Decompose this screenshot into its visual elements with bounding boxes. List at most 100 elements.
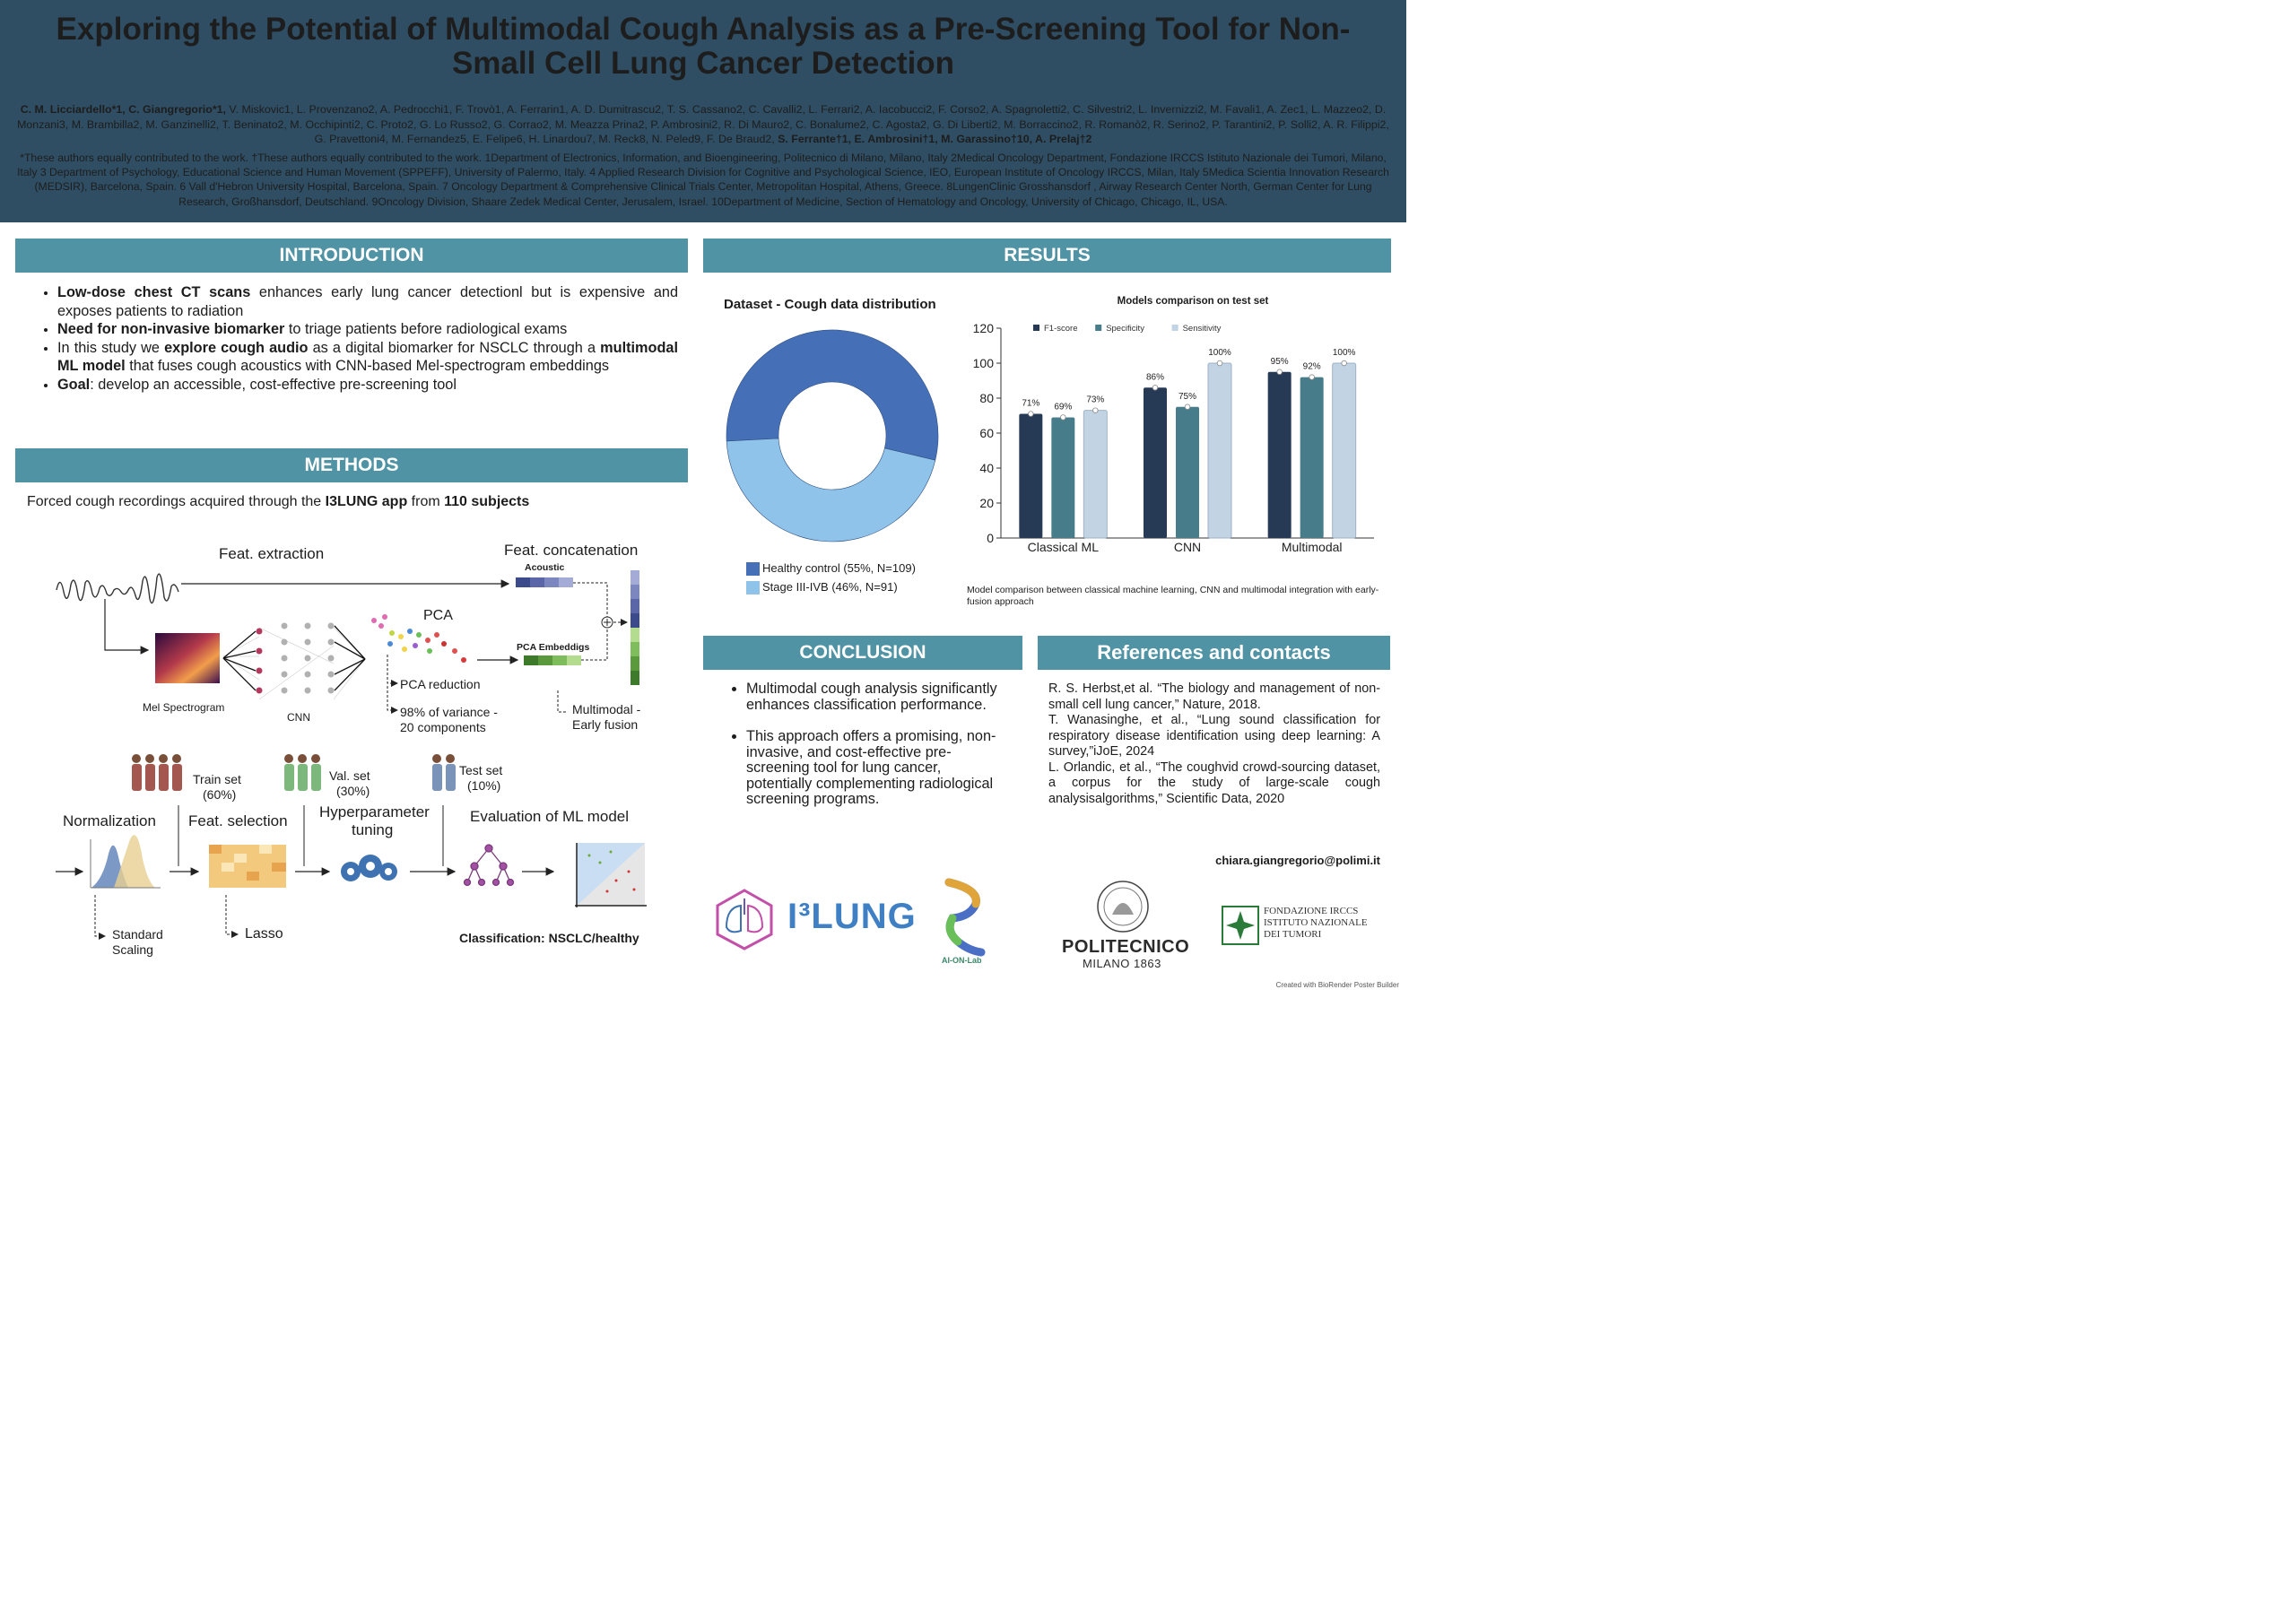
bar-cap-dot — [1184, 404, 1191, 410]
donut-chart-title: Dataset - Cough data distribution — [724, 297, 936, 312]
intro-bullet: Need for non-invasive biomarker to triag… — [57, 320, 678, 339]
int-tumori-logo-icon — [1222, 906, 1259, 945]
poster-title: Exploring the Potential of Multimodal Co… — [56, 12, 1351, 81]
intro-b2-bold: Need for non-invasive biomarker — [57, 321, 285, 337]
y-tick-label: 60 — [979, 426, 994, 440]
i3lung-lungs-logo-icon — [716, 889, 773, 950]
pca-embedding-vector — [524, 655, 581, 665]
bar-value-label: 100% — [1208, 348, 1231, 358]
i3lung-logo-text: I³LUNG — [787, 897, 917, 936]
intro-bullet: In this study we explore cough audio as … — [57, 339, 678, 376]
results-banner: RESULTS — [703, 239, 1391, 273]
bar-value-label: 73% — [1086, 395, 1104, 405]
y-tick-label: 80 — [979, 391, 994, 405]
methods-lead-app: I3LUNG app — [325, 494, 408, 509]
polimi-logo-line1: POLITECNICO — [1062, 937, 1190, 957]
contact-email[interactable]: chiara.giangregorio@polimi.it — [1215, 854, 1380, 867]
references-list: R. S. Herbst,et al. “The biology and man… — [1048, 681, 1380, 807]
feat-selection-label: Feat. selection — [188, 812, 288, 829]
cnn-label: CNN — [287, 711, 310, 724]
methods-lead: Forced cough recordings acquired through… — [27, 494, 529, 510]
classification-plot-icon — [575, 843, 647, 907]
pca-label: PCA — [423, 608, 453, 623]
bar-cap-dot — [1276, 369, 1283, 375]
bar-sensitivity — [1207, 362, 1232, 539]
methods-pipeline-diagram — [56, 570, 647, 940]
introduction-list: Low-dose chest CT scans enhances early l… — [34, 283, 678, 394]
gears-icon — [341, 855, 397, 881]
concatenated-vector — [631, 570, 639, 685]
methods-lead-a: Forced cough recordings acquired through… — [27, 494, 326, 509]
train-set-label-1: Train set — [193, 772, 241, 786]
bar-specificity — [1051, 417, 1075, 538]
x-category-label: CNN — [1174, 540, 1201, 554]
multimodal-label-2: Early fusion — [572, 717, 639, 732]
mel-spectrogram-label: Mel Spectrogram — [143, 701, 225, 714]
test-set-label-2: (10%) — [467, 778, 501, 793]
hyperparameter-label-2: tuning — [352, 821, 394, 838]
variance-label-1: 98% of variance - — [400, 705, 498, 719]
legend-label-healthy: Healthy control (55%, N=109) — [762, 561, 916, 575]
y-tick-label: 20 — [979, 496, 994, 510]
int-line3: DEI TUMORI — [1264, 929, 1322, 940]
normalization-histogram-icon — [90, 835, 161, 889]
methods-banner: METHODS — [15, 448, 688, 482]
int-line1: FONDAZIONE IRCCS — [1264, 906, 1359, 916]
y-tick-label: 100 — [973, 356, 995, 370]
test-set-label-1: Test set — [459, 763, 503, 777]
bar-value-label: 100% — [1333, 348, 1356, 358]
bar-sensitivity — [1332, 362, 1357, 539]
references-banner: References and contacts — [1038, 636, 1390, 670]
pca-scatter-icon — [371, 614, 466, 663]
donut-slice-1 — [726, 438, 936, 542]
test-set-people-icon — [432, 754, 456, 791]
polimi-seal-icon — [1097, 881, 1149, 933]
bar-cap-dot — [1152, 385, 1159, 391]
intro-b1-text: enhances early lung cancer detectionl bu… — [57, 284, 679, 319]
bar-specificity — [1176, 406, 1199, 538]
legend-swatch-stage — [746, 581, 760, 595]
legend-swatch-healthy — [746, 562, 760, 576]
methods-lead-subjects: 110 subjects — [444, 494, 530, 509]
legend-label-stage: Stage III-IVB (46%, N=91) — [762, 580, 898, 594]
lasso-label: Lasso — [245, 926, 283, 942]
bar-f1-score — [1144, 387, 1167, 538]
val-set-label-1: Val. set — [329, 768, 370, 783]
feat-extraction-label: Feat. extraction — [219, 545, 325, 562]
bar-cap-dot — [1028, 411, 1034, 417]
feat-concatenation-label: Feat. concatenation — [504, 542, 639, 559]
train-set-label-2: (60%) — [203, 787, 237, 802]
evaluation-label: Evaluation of ML model — [470, 808, 630, 825]
intro-b3-b: as a digital biomarker for NSCLC through… — [308, 339, 601, 356]
pca-embeddings-label: PCA Embeddigs — [517, 642, 590, 653]
intro-b3-c: that fuses cough acoustics with CNN-base… — [125, 358, 610, 374]
ai-on-lab-logo-text: AI-ON-Lab — [942, 956, 982, 965]
authors-tail: S. Ferrante†1, E. Ambrosini†1, M. Garass… — [778, 133, 1092, 145]
multimodal-label-1: Multimodal - — [572, 702, 641, 716]
train-set-people-icon — [132, 754, 182, 791]
reference-item: T. Wanasinghe, et al., “Lung sound class… — [1048, 713, 1380, 759]
bar-value-label: 75% — [1178, 392, 1196, 402]
bar-specificity — [1300, 377, 1324, 538]
intro-bullet: Low-dose chest CT scans enhances early l… — [57, 283, 678, 320]
waveform-icon — [56, 573, 179, 604]
conclusion-bullet: This approach offers a promising, non-in… — [746, 728, 1008, 808]
bar-value-label: 71% — [1022, 399, 1039, 409]
intro-b3-bold2: multimodal ML model — [57, 339, 678, 375]
bar-f1-score — [1267, 371, 1292, 538]
intro-b3-bold1: explore cough audio — [164, 339, 309, 356]
int-tumori-logo-text: FONDAZIONE IRCCS ISTITUTO NAZIONALE DEI … — [1264, 906, 1368, 941]
affiliations: *These authors equally contributed to th… — [17, 152, 1389, 208]
author-list: C. M. Licciardello*1, C. Giangregorio*1,… — [13, 102, 1394, 147]
x-category-label: Classical ML — [1028, 540, 1100, 554]
y-tick-label: 0 — [987, 531, 994, 545]
bar-value-label: 92% — [1303, 362, 1321, 372]
intro-b1-bold: Low-dose chest CT scans — [57, 284, 251, 300]
mel-spectrogram-image — [155, 633, 220, 683]
legend-label: F1-score — [1044, 324, 1077, 334]
standard-scaling-label-1: Standard — [112, 927, 163, 942]
bar-cap-dot — [1216, 360, 1223, 367]
x-category-label: Multimodal — [1282, 540, 1343, 554]
decision-tree-icon — [463, 844, 515, 887]
y-tick-label: 120 — [973, 321, 995, 335]
